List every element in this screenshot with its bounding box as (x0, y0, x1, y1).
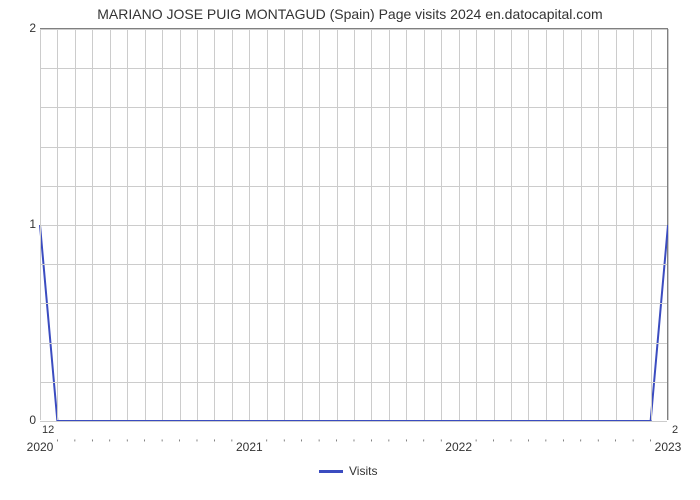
plot-area (40, 28, 668, 420)
x-tick-label: 2023 (655, 440, 682, 454)
grid-hline (40, 303, 667, 304)
x-minor-tick: ' (301, 438, 303, 448)
x-tick-label: 2020 (27, 440, 54, 454)
x-minor-tick: ' (144, 438, 146, 448)
y-tick-label: 1 (18, 217, 36, 231)
x-tick-label: 2021 (236, 440, 263, 454)
x-minor-tick: ' (528, 438, 530, 448)
grid-hline (40, 225, 667, 226)
grid-vline (668, 29, 669, 420)
x-minor-tick: ' (266, 438, 268, 448)
x-minor-tick: ' (161, 438, 163, 448)
x-minor-tick: ' (109, 438, 111, 448)
x-minor-tick: ' (580, 438, 582, 448)
grid-hline (40, 68, 667, 69)
x-minor-tick: ' (597, 438, 599, 448)
x-minor-tick: ' (353, 438, 355, 448)
x-minor-tick: ' (562, 438, 564, 448)
grid-hline (40, 147, 667, 148)
legend: Visits (319, 464, 377, 478)
x-minor-tick: ' (214, 438, 216, 448)
x-minor-tick: ' (126, 438, 128, 448)
grid-hline (40, 107, 667, 108)
secondary-left-label: 12 (42, 424, 54, 436)
grid-hline (40, 264, 667, 265)
x-tick-label: 2022 (445, 440, 472, 454)
grid-hline (40, 29, 667, 30)
x-minor-tick: ' (231, 438, 233, 448)
x-minor-tick: ' (388, 438, 390, 448)
chart-title: MARIANO JOSE PUIG MONTAGUD (Spain) Page … (0, 6, 700, 22)
x-minor-tick: ' (91, 438, 93, 448)
y-tick-label: 2 (18, 21, 36, 35)
x-minor-tick: ' (74, 438, 76, 448)
grid-hline (40, 186, 667, 187)
x-minor-tick: ' (545, 438, 547, 448)
x-minor-tick: ' (196, 438, 198, 448)
grid-hline (40, 343, 667, 344)
legend-label: Visits (349, 464, 377, 478)
legend-swatch (319, 470, 343, 473)
x-minor-tick: ' (336, 438, 338, 448)
x-minor-tick: ' (440, 438, 442, 448)
x-minor-tick: ' (632, 438, 634, 448)
x-minor-tick: ' (57, 438, 59, 448)
x-minor-tick: ' (179, 438, 181, 448)
x-minor-tick: ' (371, 438, 373, 448)
x-minor-tick: ' (615, 438, 617, 448)
grid-hline (40, 421, 667, 422)
x-minor-tick: ' (493, 438, 495, 448)
x-minor-tick: ' (475, 438, 477, 448)
secondary-right-label: 2 (672, 424, 678, 436)
x-minor-tick: ' (510, 438, 512, 448)
x-minor-tick: ' (423, 438, 425, 448)
grid-hline (40, 382, 667, 383)
x-minor-tick: ' (405, 438, 407, 448)
x-minor-tick: ' (650, 438, 652, 448)
x-minor-tick: ' (283, 438, 285, 448)
x-minor-tick: ' (318, 438, 320, 448)
y-tick-label: 0 (18, 413, 36, 427)
